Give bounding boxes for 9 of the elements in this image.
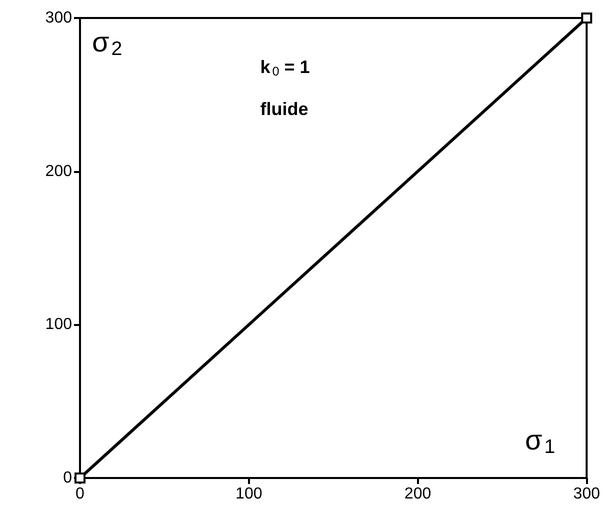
y-tick-label: 0 [63, 470, 72, 486]
x-tick-label: 100 [236, 486, 262, 502]
y-tick-label: 100 [45, 316, 72, 334]
y-tick-label: 300 [45, 10, 72, 26]
y-tick-label: 200 [45, 162, 72, 180]
annotation: fluide [260, 99, 308, 119]
x-tick-label: 300 [573, 486, 600, 502]
x-tick-label: 200 [404, 486, 432, 502]
x-tick-label: 0 [76, 486, 85, 502]
